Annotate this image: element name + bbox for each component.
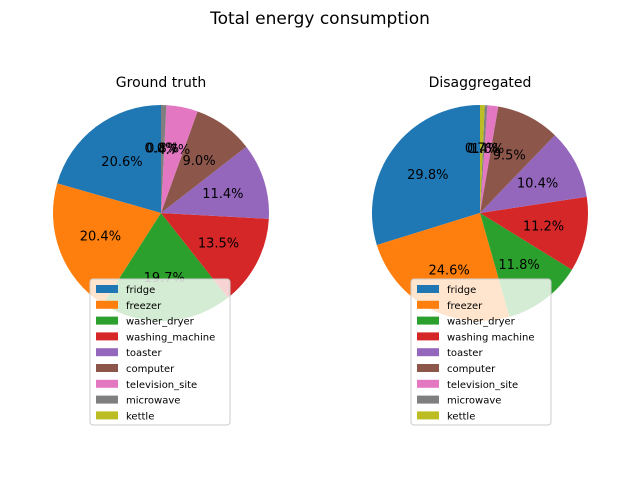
legend-label-toaster: toaster [126,348,162,359]
pie-slice-fridge [57,105,161,213]
legend-label-fridge: fridge [447,285,476,296]
pct-label-washing-machine: 11.2% [523,219,564,234]
pie-chart-title: Disaggregated [429,75,532,91]
legend-swatch-freezer [417,300,439,309]
legend-label-washing-machine: washing_machine [126,332,215,343]
legend-swatch-computer [96,364,118,372]
legend-label-freezer: freezer [447,301,483,312]
legend-swatch-microwave [417,395,439,404]
pct-label-freezer: 24.6% [428,263,469,278]
legend-swatch-fridge [417,285,439,293]
pie-chart-2: Disaggregated 29.8% 24.6% 11.8% 11.2% 10.4% 9.… [371,75,588,426]
pie-slice-toaster [161,146,270,219]
pie-slice-television-site [161,105,198,213]
pie-slices [371,104,588,322]
pct-label-computer: 9.5% [493,149,526,164]
legend-label-computer: computer [126,364,175,375]
legend-label-computer: computer [447,364,496,375]
pct-label-television-site: 1.6% [471,142,504,157]
pct-label-microwave: 0.4% [467,142,500,157]
legend-swatch-computer [417,364,439,372]
legend-label-kettle: kettle [447,411,475,422]
pct-label-microwave: 0.8% [146,142,179,157]
pie-slice-washing-machine [161,213,269,298]
legend-label-microwave: microwave [447,396,501,407]
legend-swatch-microwave [96,395,118,404]
legend-swatch-freezer [96,300,118,309]
pie-slice-microwave [480,105,488,213]
legend-swatch-kettle [417,411,439,420]
pct-label-fridge: 29.8% [407,168,448,183]
pie-slice-washing-machine [480,196,588,270]
legend-swatch-toaster [96,348,118,357]
pie-slice-fridge [371,105,480,246]
legend-swatch-toaster [417,348,439,357]
legend-swatch-washing-machine [96,332,118,341]
pct-label-kettle: 0.7% [465,142,498,157]
pie-slice-computer [480,106,555,213]
legend-label-toaster: toaster [447,348,483,359]
legend-swatch-television-site [417,379,439,388]
pct-label-fridge: 20.6% [101,155,142,170]
legend-swatch-washer-dryer [96,316,118,325]
pie-slice-toaster [480,135,587,213]
legend-label-washer-dryer: washer_dryer [126,317,195,328]
legend: fridge freezer washer_dryer washing_machine… [89,278,231,426]
legend-label-freezer: freezer [126,301,162,312]
legend-swatch-television-site [96,379,118,388]
legend-swatch-fridge [96,285,118,293]
pct-label-toaster: 10.4% [517,177,558,192]
pie-slice-television-site [480,105,499,213]
figure-title: Total energy consumption [209,9,430,29]
pie-chart-title: Ground truth [116,75,206,91]
pct-label-washing-machine: 13.5% [198,236,239,251]
legend-box [410,278,552,426]
legend-label-television-site: television_site [447,380,518,391]
legend-box [89,278,231,426]
legend-label-fridge: fridge [126,285,155,296]
legend-label-television-site: television_site [126,380,197,391]
legend-swatch-washing-machine [417,332,439,341]
pct-label-toaster: 11.4% [202,187,243,202]
pct-label-computer: 9.0% [183,154,216,169]
charts-group: Ground truth20.6%20.4%19.7%13.5%11.4%9.0… [53,75,588,426]
legend-label-washer-dryer: washer_dryer [447,317,516,328]
pct-label-washer-dryer: 11.8% [498,258,539,273]
pie-pct-labels: 29.8% 24.6% 11.8% 11.2% 10.4% 9.5%1.6%0.4%0.7… [407,142,564,279]
legend-swatch-washer-dryer [417,316,439,325]
pie-slice-kettle [480,104,485,213]
pct-label-freezer: 20.4% [80,229,121,244]
legend-label-washing-machine: washing machine [447,332,534,343]
legend-label-microwave: microwave [126,396,180,407]
legend-swatch-kettle [96,411,118,420]
pie-slice-microwave [161,105,167,213]
legend-label-kettle: kettle [126,411,154,422]
pie-chart-1: Ground truth20.6%20.4%19.7%13.5%11.4%9.0… [53,75,270,426]
pie-slice-freezer [53,183,161,305]
pct-label-television-site: 4.7% [157,143,190,158]
pct-label-kettle: 0.0% [144,142,177,157]
pie-slice-computer [161,111,247,213]
